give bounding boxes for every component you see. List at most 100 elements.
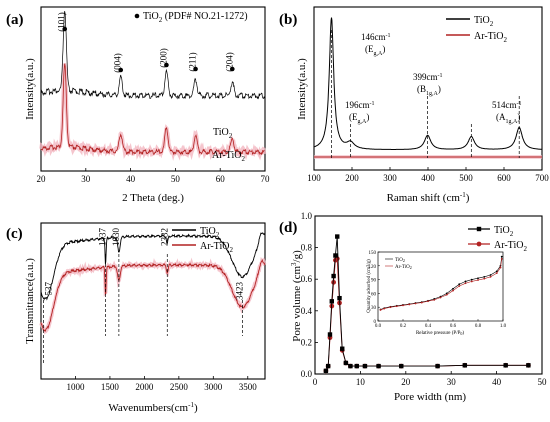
data-point: [327, 332, 333, 337]
inset-data-point: [452, 287, 454, 290]
x-tick-label: 20: [401, 377, 411, 387]
inset-isotherm: 0.0 0.2 0.4 0.6 0.8 1.0 0 30 60 90 120 150 TiO2 Ar-Ti…: [365, 251, 507, 336]
peak-mode: (B1g,A): [417, 84, 441, 97]
y-axis-label: Intensity(a.u.): [24, 58, 36, 120]
peak-mode: (Eg,A): [349, 112, 369, 125]
data-point: [435, 363, 440, 369]
y-axis-label: Intensity(a.u.): [296, 58, 308, 120]
y-axis-label: Pore volume (cm3/g): [290, 250, 303, 342]
band-label: 537: [44, 282, 54, 296]
x-tick-label: 2000: [135, 382, 154, 392]
peak-label: (200): [158, 48, 168, 68]
x-tick-label: 1500: [101, 382, 120, 392]
x-tick-label: 10: [356, 377, 366, 387]
series-ar-tio2-line: [40, 63, 265, 156]
peak-marker: [164, 62, 169, 68]
series-ar-tio2-line: [40, 258, 266, 332]
inset-frame: [377, 251, 504, 322]
y-tick-label: 0.2: [301, 337, 312, 347]
inset-y-tick-label: 90: [371, 279, 377, 284]
inset-legend-ar-tio2: Ar-TiO2: [395, 265, 412, 270]
x-tick-label: 30: [447, 377, 457, 387]
inset-data-point: [464, 282, 467, 285]
data-point: [325, 363, 331, 369]
panel-label-a: (a): [6, 12, 24, 28]
inset-data-point: [477, 277, 479, 280]
panel-b: 146cm-1 (Eg,A) 196cm-1 (Eg,A) 399cm-1 (B1g,A)…: [279, 6, 549, 204]
x-tick-label: 400: [421, 173, 435, 183]
inset-x-tick-label: 0.8: [475, 324, 482, 329]
y-tick-label: 0.6: [301, 274, 313, 284]
inset-data-point: [483, 275, 486, 278]
inset-data-point: [495, 272, 498, 275]
inset-data-point: [470, 280, 473, 283]
x-axis-label: Wavenumbers(cm-1): [108, 401, 198, 414]
peak-marker: [193, 66, 198, 72]
data-point: [376, 363, 381, 369]
inset-y-tick-label: 120: [369, 265, 377, 270]
x-tick-label: 40: [492, 377, 502, 387]
inset-data-point: [420, 301, 423, 304]
inset-data-point: [433, 298, 436, 301]
data-point: [337, 295, 342, 301]
peak-wavenumber: 146cm-1: [361, 32, 391, 42]
data-point: [335, 234, 340, 239]
inset-x-tick-label: 0.4: [425, 324, 432, 329]
data-point: [343, 360, 349, 366]
legend-tio2: TiO2: [494, 225, 514, 238]
peak-label: (004): [113, 53, 123, 73]
data-point: [348, 363, 353, 369]
data-point: [333, 253, 338, 258]
data-point: [362, 363, 368, 369]
plot-frame: [313, 6, 543, 171]
panel-d: 0.0 0.2 0.4 0.6 0.8 1.0 0 10 20 30 40 50 TiO2 Ar-TiO2…: [279, 211, 547, 403]
peak-marker: [62, 26, 68, 32]
legend-ar-tio2: Ar-TiO2: [474, 31, 507, 44]
inset-x-tick-label: 1.0: [500, 324, 507, 329]
legend-ar-tio2: Ar-TiO2: [494, 240, 527, 253]
peak-wavenumber: 514cm-1: [492, 100, 522, 110]
inset-data-point: [470, 278, 473, 281]
x-tick-label: 500: [459, 173, 473, 183]
inset-data-point: [489, 275, 492, 278]
inset-data-point: [445, 293, 448, 296]
legend-marker-ar-tio2: [476, 241, 482, 247]
inset-x-tick-label: 0.2: [400, 324, 407, 329]
inset-data-point: [500, 258, 503, 260]
legend-tio2: TiO2: [200, 226, 220, 239]
band-label: 1630: [111, 228, 121, 247]
legend-marker-tio2: [476, 226, 482, 232]
x-tick-label: 70: [261, 174, 271, 184]
inset-data-point: [495, 270, 498, 273]
peak-mode: (A1g,A): [496, 112, 520, 125]
inset-y-tick-label: 60: [371, 292, 377, 297]
x-tick-label: 60: [216, 174, 226, 184]
series-tio2-line: [313, 17, 542, 150]
data-point: [354, 363, 359, 369]
peak-label: (101): [57, 12, 67, 32]
inset-data-point: [489, 274, 492, 276]
inset-x-tick-label: 0.6: [450, 324, 457, 329]
series-tio2-line: [40, 10, 265, 100]
y-axis-label: Transmittance(a.u.): [24, 258, 36, 344]
x-tick-label: 300: [383, 173, 397, 183]
y-tick-label: 0.8: [301, 243, 313, 253]
inset-data-point: [445, 292, 448, 295]
inset-data-point: [414, 302, 417, 305]
inset-data-point: [483, 277, 486, 280]
series-label-tio2: TiO2: [213, 127, 233, 140]
panel-label-d: (d): [279, 220, 297, 236]
inset-y-tick-label: 0: [374, 320, 377, 325]
inset-data-point: [458, 285, 461, 287]
peak-mode: (Eg,A): [365, 44, 385, 57]
inset-data-point: [395, 305, 398, 308]
inset-data-point: [452, 289, 454, 292]
x-tick-label: 40: [126, 174, 136, 184]
data-point: [526, 363, 531, 368]
inset-data-point: [477, 279, 479, 281]
x-tick-label: 100: [307, 173, 321, 183]
series-label-ar-tio2: Ar-TiO2: [212, 150, 245, 163]
x-tick-label: 3000: [204, 382, 223, 392]
inset-x-tick-label: 0.0: [375, 324, 382, 329]
data-point: [331, 273, 336, 279]
